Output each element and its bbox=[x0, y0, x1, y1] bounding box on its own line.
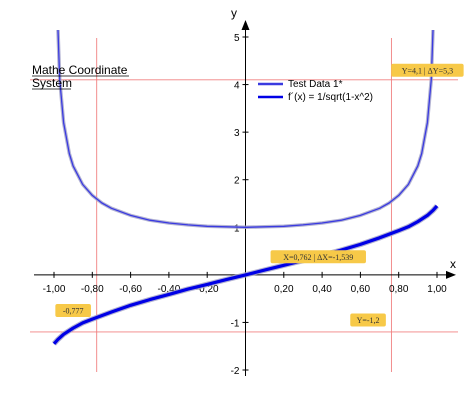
value-tag-bg bbox=[391, 63, 464, 77]
value-tag-text: Y=-1,2 bbox=[357, 316, 380, 325]
series-line-2 bbox=[52, 204, 439, 345]
value-tag-bg bbox=[55, 304, 91, 318]
x-tick-label: -0,20 bbox=[196, 284, 219, 295]
legend-label-series-1: Test Data 1* bbox=[288, 79, 343, 90]
value-tag-2: X=0,762 | ΔX=-1,539 bbox=[270, 250, 366, 264]
x-tick-label: -0,80 bbox=[81, 284, 104, 295]
x-tick-label: -1,00 bbox=[43, 284, 66, 295]
x-tick-label: 1,00 bbox=[427, 284, 447, 295]
y-tick-label: 2 bbox=[234, 176, 240, 187]
value-tag-text: Y=4,1 | ΔY=5,3 bbox=[402, 66, 453, 75]
x-tick-label: 0,60 bbox=[351, 284, 371, 295]
series-line-1 bbox=[57, 30, 434, 228]
value-tag-3: -0,777 bbox=[55, 304, 91, 318]
y-tick-label: 3 bbox=[234, 128, 240, 139]
value-tag-bg bbox=[270, 250, 366, 264]
y-tick-label: 5 bbox=[234, 33, 240, 44]
legend: Test Data 1* f´(x) = 1/sqrt(1-x^2) bbox=[258, 79, 373, 103]
annotation-layer: Y=4,1 | ΔY=5,3 X=0,762 | ΔX=-1,539 -0,777 Y… bbox=[55, 63, 464, 327]
x-axis-arrow bbox=[446, 270, 456, 279]
series-layer bbox=[51, 30, 440, 346]
y-tick-label: -2 bbox=[231, 366, 240, 377]
y-axis-label: y bbox=[231, 6, 237, 20]
chart-title-line-2: System bbox=[32, 76, 72, 90]
value-tag-4: Y=-1,2 bbox=[350, 313, 386, 327]
value-tag-text: X=0,762 | ΔX=-1,539 bbox=[283, 253, 353, 262]
value-tag-text: -0,777 bbox=[63, 307, 84, 316]
x-tick-label: 0,40 bbox=[312, 284, 332, 295]
chart-title: Mathe Coordinate System bbox=[32, 63, 129, 90]
x-tick-label: -0,40 bbox=[158, 284, 181, 295]
x-axis-label: x bbox=[450, 257, 456, 271]
value-tag-bg bbox=[350, 313, 386, 327]
legend-label-series-2: f´(x) = 1/sqrt(1-x^2) bbox=[288, 91, 373, 103]
crosshair-layer bbox=[30, 38, 458, 372]
y-axis-arrow bbox=[241, 20, 250, 30]
y-tick-label: 4 bbox=[234, 81, 240, 92]
x-tick-label: -0,60 bbox=[119, 284, 142, 295]
x-tick-label: 0,80 bbox=[389, 284, 409, 295]
value-tag-1: Y=4,1 | ΔY=5,3 bbox=[391, 63, 464, 77]
chart-title-line-1: Mathe Coordinate bbox=[32, 63, 128, 77]
x-tick-label: 0,20 bbox=[274, 284, 294, 295]
y-tick-label: -1 bbox=[231, 318, 240, 329]
